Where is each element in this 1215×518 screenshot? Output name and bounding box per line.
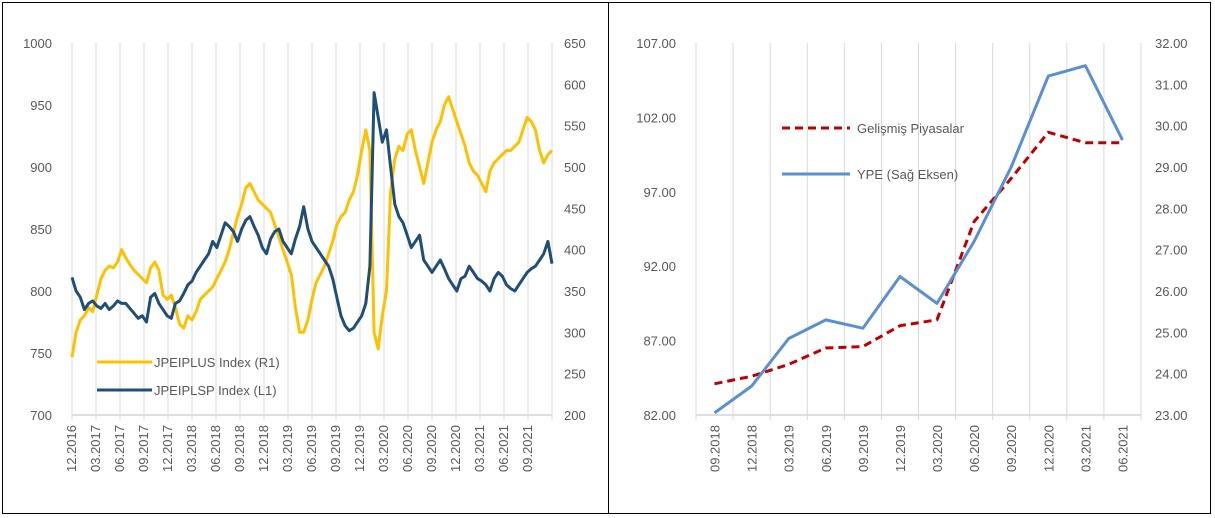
y-right-tick-label: 350 [564,284,586,299]
y-left-tick-label: 850 [30,222,52,237]
y-left-tick-label: 1000 [23,36,52,51]
legend-label-jpeiplsp: JPEIPLSP Index (L1) [154,383,277,398]
y-left-tick-label: 950 [30,98,52,113]
x-tick-label: 12.2018 [256,425,271,472]
x-tick-label: 03.2021 [472,425,487,472]
y-right-tick-label: 200 [564,408,586,423]
y-right-tick-label: 650 [564,36,586,51]
y-left-tick-label: 700 [30,408,52,423]
x-tick-label: 03.2020 [376,425,391,472]
x-tick-label: 03.2018 [184,425,199,472]
y-left-tick-label: 900 [30,160,52,175]
x-tick-label: 09.2021 [520,425,535,472]
x-tick-label: 03.2017 [88,425,103,472]
x-tick-label: 06.2017 [112,425,127,472]
series-line-jpeiplus [70,95,554,358]
x-tick-label: 12.2016 [64,425,79,472]
x-tick-label: 12.2019 [352,425,367,472]
left-chart: 1000 950 900 850 800 750 700 650 600 550 500 450 40… [23,36,586,472]
x-tick-label: 12.2017 [160,425,175,472]
y-right-tick-label: 400 [564,243,586,258]
x-tick-label: 06.2018 [208,425,223,472]
x-tick-label: 03.2019 [280,425,295,472]
y-right-tick-label: 600 [564,77,586,92]
y-right-tick-label: 500 [564,160,586,175]
x-tick-label: 12.2020 [448,425,463,472]
y-right-tick-label: 300 [564,325,586,340]
x-tick-label: 06.2021 [496,425,511,472]
x-tick-label: 09.2018 [232,425,247,472]
x-tick-label: 09.2017 [136,425,151,472]
panel-divider [608,2,609,514]
series-line-jpeiplsp [70,91,554,333]
y-right-tick-label: 550 [564,119,586,134]
y-right-tick-label: 450 [564,201,586,216]
y-right-tick-label: 250 [564,367,586,382]
y-left-tick-label: 750 [30,346,52,361]
x-tick-label: 06.2020 [400,425,415,472]
x-tick-label: 09.2020 [424,425,439,472]
x-tick-label: 06.2019 [304,425,319,472]
y-left-tick-label: 800 [30,284,52,299]
x-tick-label: 09.2019 [328,425,343,472]
legend-label-jpeiplus: JPEIPLUS Index (R1) [154,355,280,370]
